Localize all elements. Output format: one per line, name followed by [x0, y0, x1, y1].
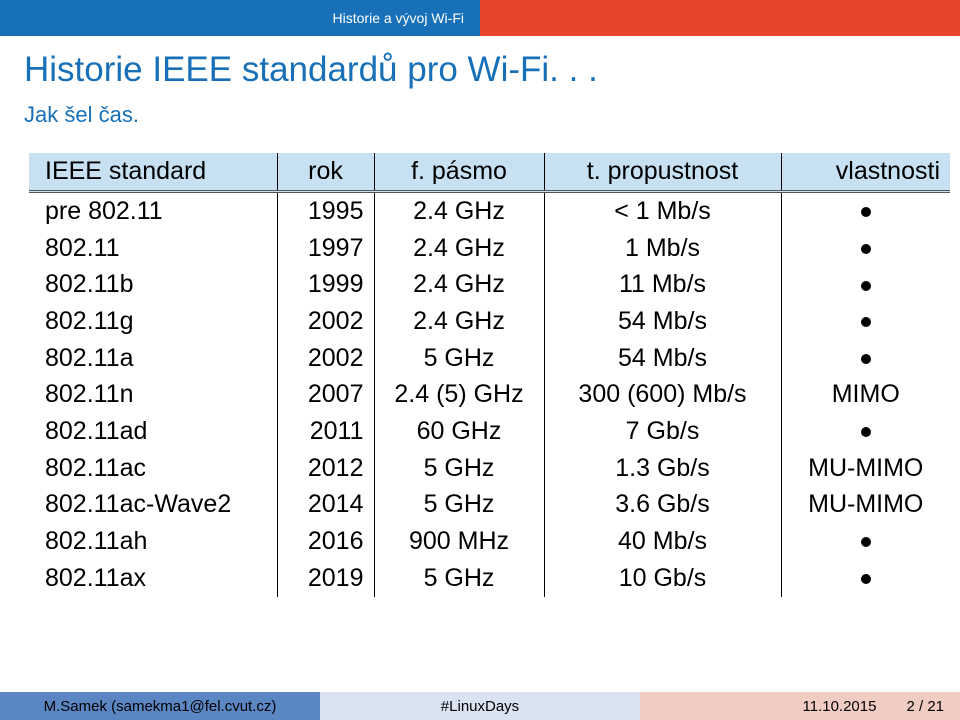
footer-event: #LinuxDays	[320, 692, 640, 720]
bullet-icon	[860, 427, 871, 438]
cell-year: 2014	[276, 486, 374, 524]
footer-event-text: #LinuxDays	[440, 697, 520, 715]
cell-throughput: 54 Mb/s	[543, 303, 781, 340]
cell-throughput: 1 Mb/s	[543, 229, 781, 267]
cell-throughput: < 1 Mb/s	[543, 191, 781, 230]
header-band: f. pásmo	[373, 153, 544, 192]
footer-author-text: M.Samek (samekma1@fel.cvut.cz)	[43, 697, 277, 715]
table-row: 802.11ax 2019 5 GHz 10 Gb/s	[29, 559, 950, 597]
table-row: 802.11ac-Wave2 2014 5 GHz 3.6 Gb/s MU-MIMO	[29, 486, 950, 524]
cell-standard: 802.11a	[45, 343, 134, 372]
footer-meta: 11.10.2015 2 / 21	[640, 692, 960, 720]
standards-table: IEEE standard rok f. pásmo t. propustnos…	[29, 153, 950, 597]
cell-year: 2011	[276, 413, 374, 450]
section-title: Historie a vývoj Wi-Fi	[332, 10, 464, 26]
bullet-icon	[860, 207, 871, 218]
table-row: pre 802.11 1995 2.4 GHz < 1 Mb/s	[29, 191, 950, 230]
bullet-icon	[860, 280, 871, 291]
cell-year: 1999	[276, 266, 374, 304]
cell-year: 2019	[276, 559, 374, 597]
table-row: 802.11n 2007 2.4 (5) GHz 300 (600) Mb/s MIMO	[29, 376, 950, 414]
cell-features	[780, 413, 950, 450]
header-standard: IEEE standard	[29, 153, 277, 192]
cell-band: 5 GHz	[373, 486, 544, 524]
cell-throughput: 54 Mb/s	[543, 339, 781, 377]
footer-author: M.Samek (samekma1@fel.cvut.cz)	[0, 692, 320, 720]
cell-band: 60 GHz	[373, 413, 544, 450]
cell-features: MU-MIMO	[780, 486, 950, 524]
cell-band: 2.4 (5) GHz	[373, 376, 544, 414]
cell-year: 1995	[276, 191, 374, 230]
bullet-icon	[860, 243, 871, 254]
table-row: 802.11ac 2012 5 GHz 1.3 Gb/s MU-MIMO	[29, 449, 950, 487]
table-row: 802.11g 2002 2.4 GHz 54 Mb/s	[29, 303, 950, 340]
cell-standard: 802.11g	[45, 306, 134, 335]
header-throughput: t. propustnost	[543, 153, 781, 192]
cell-band: 2.4 GHz	[373, 191, 544, 230]
bullet-icon	[860, 537, 871, 548]
cell-features	[780, 229, 950, 267]
cell-throughput: 300 (600) Mb/s	[543, 376, 781, 414]
bullet-icon	[860, 353, 871, 364]
slide-subtitle: Jak šel čas.	[24, 102, 139, 127]
cell-band: 5 GHz	[373, 449, 544, 487]
cell-features: MU-MIMO	[780, 449, 950, 487]
top-bar: Historie a vývoj Wi-Fi	[0, 0, 960, 36]
table-row: 802.11b 1999 2.4 GHz 11 Mb/s	[29, 266, 950, 304]
bullet-icon	[860, 317, 871, 328]
cell-features	[780, 266, 950, 304]
table-row: 802.11 1997 2.4 GHz 1 Mb/s	[29, 229, 950, 267]
bullet-icon	[860, 574, 871, 585]
header-features: vlastnosti	[780, 153, 950, 192]
cell-band: 2.4 GHz	[373, 266, 544, 304]
cell-standard: 802.11ad	[45, 416, 148, 445]
cell-throughput: 1.3 Gb/s	[543, 449, 781, 487]
cell-throughput: 40 Mb/s	[543, 523, 781, 560]
footer-date: 11.10.2015	[802, 697, 877, 715]
cell-year: 1997	[276, 229, 374, 267]
table-row: 802.11ah 2016 900 MHz 40 Mb/s	[29, 523, 950, 560]
cell-year: 2002	[276, 339, 374, 377]
cell-year: 2007	[276, 376, 374, 414]
cell-features	[780, 523, 950, 560]
cell-band: 5 GHz	[373, 559, 544, 597]
cell-year: 2016	[276, 523, 374, 560]
cell-standard: pre 802.11	[45, 196, 163, 225]
footer-page-number: 2 / 21	[906, 697, 944, 715]
cell-standard: 802.11n	[45, 380, 134, 409]
cell-year: 2002	[276, 303, 374, 340]
cell-throughput: 10 Gb/s	[543, 559, 781, 597]
cell-band: 5 GHz	[373, 339, 544, 377]
cell-standard: 802.11	[45, 233, 120, 262]
table-header-row: IEEE standard rok f. pásmo t. propustnos…	[29, 153, 950, 192]
footer: M.Samek (samekma1@fel.cvut.cz) #LinuxDay…	[0, 692, 960, 720]
slide-title: Historie IEEE standardů pro Wi-Fi. . .	[24, 50, 598, 89]
cell-features	[780, 191, 950, 230]
cell-features	[780, 303, 950, 340]
cell-features	[780, 339, 950, 377]
cell-throughput: 11 Mb/s	[543, 266, 781, 304]
top-bar-section: Historie a vývoj Wi-Fi	[0, 0, 480, 36]
cell-standard: 802.11ac	[45, 453, 147, 482]
cell-band: 2.4 GHz	[373, 303, 544, 340]
cell-standard: 802.11b	[45, 270, 134, 299]
table-row: 802.11a 2002 5 GHz 54 Mb/s	[29, 339, 950, 377]
cell-throughput: 3.6 Gb/s	[543, 486, 781, 524]
cell-features	[780, 559, 950, 597]
cell-band: 2.4 GHz	[373, 229, 544, 267]
cell-standard: 802.11ac-Wave2	[45, 490, 232, 519]
header-year: rok	[276, 153, 374, 192]
cell-standard: 802.11ah	[45, 527, 148, 556]
standards-table-container: IEEE standard rok f. pásmo t. propustnos…	[29, 153, 950, 597]
cell-band: 900 MHz	[373, 523, 544, 560]
table-row: 802.11ad 2011 60 GHz 7 Gb/s	[29, 413, 950, 450]
cell-year: 2012	[276, 449, 374, 487]
top-bar-accent	[480, 0, 960, 36]
cell-standard: 802.11ax	[45, 563, 147, 592]
cell-throughput: 7 Gb/s	[543, 413, 781, 450]
cell-features: MIMO	[780, 376, 950, 414]
